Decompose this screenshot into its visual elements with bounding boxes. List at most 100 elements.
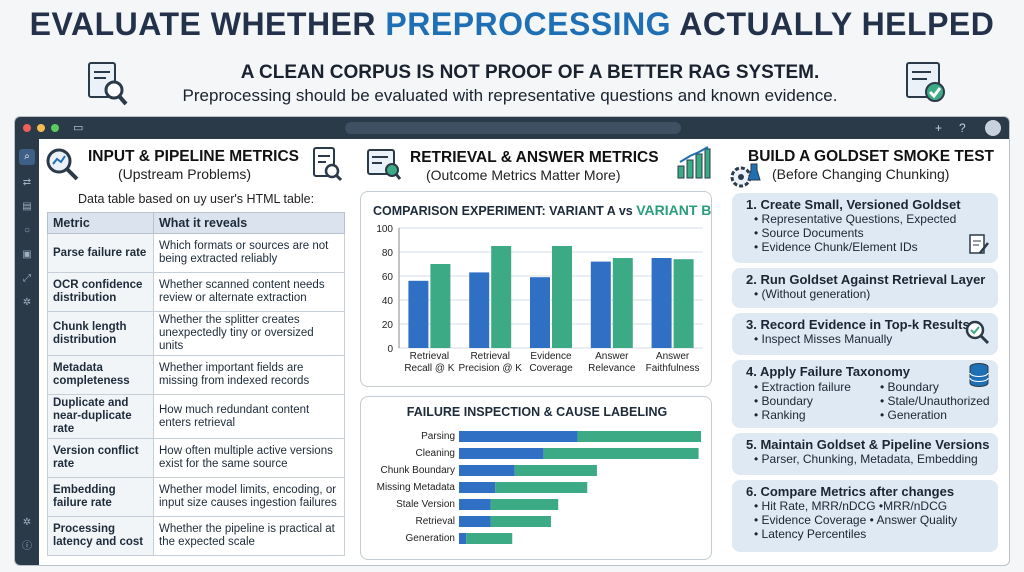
x-tick-label: Answer <box>595 351 629 362</box>
sidebar: ⌕ ⇄ ▤ ○ ▣ ⤢ ✲ ✲ ⓘ <box>15 139 39 565</box>
database-icon <box>969 363 989 387</box>
bar-segment <box>459 499 491 510</box>
left-panel-heading: INPUT & PIPELINE METRICS <box>88 148 299 165</box>
failure-chart-card: FAILURE INSPECTION & CAUSE LABELING Pars… <box>360 396 712 560</box>
column-header: Metric <box>47 212 154 234</box>
bar-segment <box>543 448 699 459</box>
search-icon <box>965 320 990 345</box>
title-bar: ▭ + ? <box>15 117 1009 139</box>
bar <box>491 246 512 348</box>
comparison-chart-card: COMPARISON EXPERIMENT: VARIANT A vs VARI… <box>360 191 712 387</box>
table-caption: Data table based on uy user's HTML table… <box>78 192 315 206</box>
y-tick-label: 40 <box>382 296 394 307</box>
info-icon[interactable]: ⓘ <box>22 541 32 552</box>
left-panel-subheading: (Upstream Problems) <box>118 166 252 182</box>
bar <box>469 272 490 348</box>
x-tick-label: Evidence <box>530 351 572 362</box>
failure-bar-chart: Parsing Cleaning Chunk Boundary Missing Met… <box>377 431 701 544</box>
magnifier-icon <box>46 148 79 181</box>
table-row: Embedding failure rate Whether model limi… <box>47 477 345 517</box>
category-label: Retrieval <box>416 516 455 527</box>
address-bar[interactable] <box>345 122 681 134</box>
share-icon[interactable]: ⇄ <box>22 177 32 188</box>
table-row: Metadata completeness Whether important f… <box>47 355 345 395</box>
checklist-approve-icon <box>906 62 945 102</box>
comparison-chart-title: COMPARISON EXPERIMENT: VARIANT A vs VARI… <box>373 202 712 218</box>
bar-segment <box>459 465 515 476</box>
table-row: Processing latency and cost Whether the p… <box>47 516 345 556</box>
new-tab-icon[interactable]: + <box>935 121 943 135</box>
table-row: Version conflict rate How often multiple … <box>47 438 345 478</box>
x-tick-label: Relevance <box>588 363 636 374</box>
mid-panel-heading: RETRIEVAL & ANSWER METRICS <box>410 149 659 166</box>
step-failure-taxonomy: 4. Apply Failure Taxonomy • Extraction f… <box>732 360 998 428</box>
x-tick-label: Recall @ K <box>404 363 454 374</box>
document-search-icon <box>88 62 128 106</box>
bar <box>673 259 694 348</box>
find-icon[interactable]: ○ <box>23 225 31 236</box>
metrics-table: Metric What it reveals Parse failure rat… <box>47 212 345 556</box>
document-icon[interactable]: ▤ <box>22 201 32 212</box>
category-label: Generation <box>406 533 455 544</box>
table-header-row: Metric What it reveals <box>47 212 345 234</box>
bar <box>612 258 633 348</box>
bar <box>430 264 451 348</box>
x-tick-label: Answer <box>656 351 690 362</box>
close-button[interactable] <box>23 124 31 132</box>
failure-chart-title: FAILURE INSPECTION & CAUSE LABELING <box>406 405 668 419</box>
subtitle: Preprocessing should be evaluated with r… <box>182 86 838 105</box>
bar-segment <box>495 482 588 493</box>
y-tick-label: 80 <box>382 248 394 259</box>
checklist-search-icon <box>367 149 402 180</box>
maximize-button[interactable] <box>51 124 59 132</box>
x-tick-label: Coverage <box>529 363 573 374</box>
search-icon[interactable]: ⌕ <box>19 149 35 165</box>
right-panel-heading: BUILD A GOLDSET SMOKE TEST <box>748 148 994 165</box>
bar-segment <box>459 431 578 442</box>
bar-segment <box>577 431 701 442</box>
bar-segment <box>459 516 491 527</box>
step-compare-metrics: 6. Compare Metrics after changes • Hit R… <box>732 480 998 552</box>
x-tick-label: Retrieval <box>410 351 449 362</box>
bar <box>590 261 611 348</box>
avatar[interactable] <box>985 120 1001 136</box>
category-label: Stale Version <box>396 499 455 510</box>
bar-segment <box>459 482 496 493</box>
page-title: EVALUATE WHETHER PREPROCESSING ACTUALLY … <box>29 6 995 42</box>
step-record-evidence: 3. Record Evidence in Top-k Results • In… <box>732 313 998 355</box>
y-tick-label: 100 <box>376 224 393 235</box>
settings-icon[interactable]: ✲ <box>22 517 32 528</box>
y-tick-label: 0 <box>387 344 393 355</box>
column-header: What it reveals <box>153 212 345 234</box>
category-label: Chunk Boundary <box>381 465 456 476</box>
x-tick-label: Precision @ K <box>458 363 522 374</box>
step-create-goldset: 1. Create Small, Versioned Goldset • Rep… <box>732 193 998 263</box>
category-label: Parsing <box>421 431 455 442</box>
bar-segment <box>459 533 467 544</box>
bar-segment <box>514 465 597 476</box>
minimize-button[interactable] <box>37 124 45 132</box>
bar <box>651 258 672 348</box>
bar-segment <box>490 516 551 527</box>
gear-flask-icon <box>730 163 761 188</box>
help-icon[interactable]: ? <box>959 121 966 135</box>
sidebar-toggle-icon[interactable]: ▭ <box>73 122 84 134</box>
expand-icon[interactable]: ⤢ <box>23 273 31 284</box>
bar-segment <box>459 448 544 459</box>
gear-icon[interactable]: ✲ <box>22 297 32 308</box>
step-maintain-versions: 5. Maintain Goldset & Pipeline Versions … <box>732 433 998 475</box>
bar-segment <box>466 533 513 544</box>
table-row: Chunk length distribution Whether the spl… <box>47 311 345 356</box>
image-icon[interactable]: ▣ <box>22 249 32 260</box>
bar <box>408 280 429 348</box>
category-label: Cleaning <box>416 448 455 459</box>
report-search-icon <box>313 147 342 182</box>
mid-panel-subheading: (Outcome Metrics Matter More) <box>426 167 621 183</box>
table-row: OCR confidence distribution Whether scann… <box>47 272 345 312</box>
subtitle-bold: A CLEAN CORPUS IS NOT PROOF OF A BETTER … <box>240 62 820 83</box>
document-edit-icon <box>969 234 989 254</box>
category-label: Missing Metadata <box>377 482 456 493</box>
bar <box>552 246 572 348</box>
bar <box>530 277 550 348</box>
step-run-goldset: 2. Run Goldset Against Retrieval Layer •… <box>732 268 998 308</box>
